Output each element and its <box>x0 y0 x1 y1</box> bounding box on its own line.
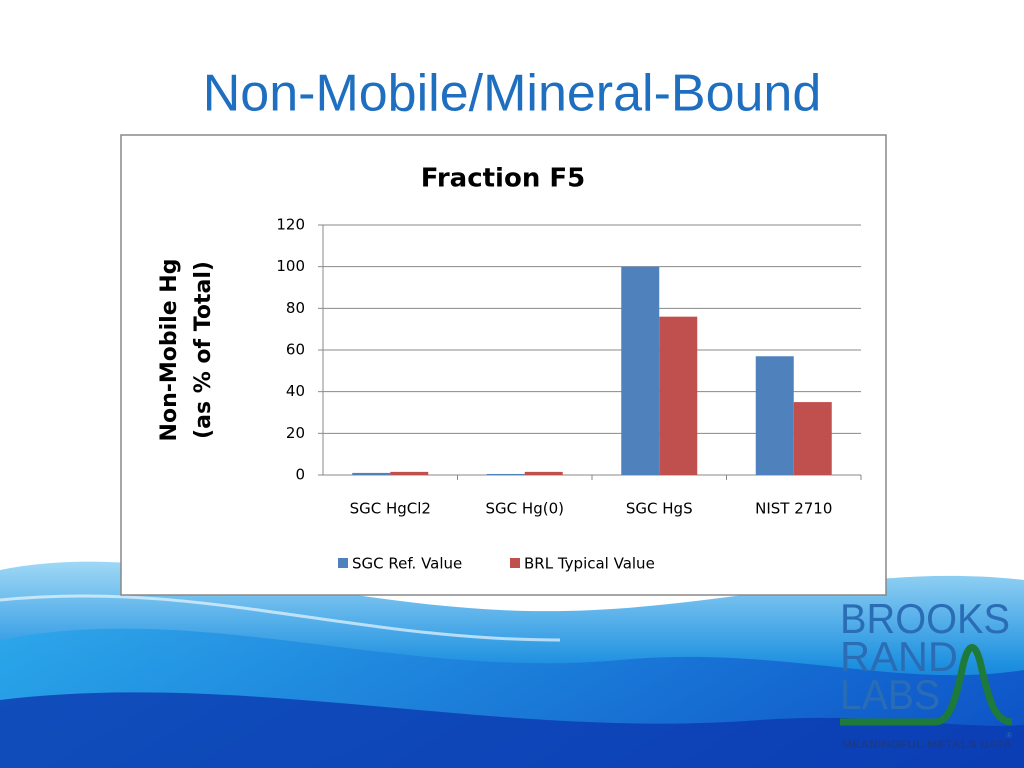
x-tick-label: SGC HgCl2 <box>350 500 431 518</box>
logo-line: RAND <box>840 633 958 680</box>
y-tick-label: 120 <box>276 216 305 234</box>
logo-line: LABS <box>840 671 940 718</box>
y-axis-label: Non-Mobile Hg (as % of Total) <box>157 259 216 442</box>
logo: BROOKS RAND LABS ® MEANINGFUL METALS DAT… <box>840 595 1013 751</box>
bar <box>755 356 794 475</box>
legend-swatch <box>510 558 520 568</box>
y-axis-label-line: (as % of Total) <box>191 261 216 439</box>
x-tick-label: SGC Hg(0) <box>486 500 564 518</box>
y-tick-label: 60 <box>286 341 305 359</box>
x-tick-label: NIST 2710 <box>755 500 832 518</box>
legend-label: BRL Typical Value <box>524 555 655 573</box>
y-tick-label: 40 <box>286 382 305 400</box>
legend-label: SGC Ref. Value <box>352 555 462 573</box>
logo-peak <box>840 644 1013 726</box>
wave-highlight <box>0 594 561 642</box>
bar <box>793 402 832 475</box>
y-tick-label: 100 <box>276 257 305 275</box>
y-axis-label-line: Non-Mobile Hg <box>157 259 182 442</box>
logo-mark: ® <box>1006 731 1012 740</box>
chart: Fraction F5 Non-Mobile Hg (as % of Total… <box>157 164 862 573</box>
bar <box>621 266 660 475</box>
chart-title: Fraction F5 <box>421 164 586 194</box>
legend-swatch <box>338 558 348 568</box>
bar <box>524 471 563 475</box>
slide-title: Non-Mobile/Mineral-Bound <box>203 65 822 123</box>
wave <box>0 692 1024 768</box>
x-tick-label: SGC HgS <box>626 500 693 518</box>
y-tick-label: 20 <box>286 424 305 442</box>
y-tick-label: 80 <box>286 299 305 317</box>
bar <box>390 471 429 475</box>
bar <box>486 473 525 475</box>
logo-line: BROOKS <box>840 595 1010 642</box>
bar <box>352 472 391 475</box>
y-tick-label: 0 <box>295 466 305 484</box>
logo-tagline: MEANINGFUL METALS DATA <box>842 739 1012 751</box>
bar <box>659 316 698 475</box>
